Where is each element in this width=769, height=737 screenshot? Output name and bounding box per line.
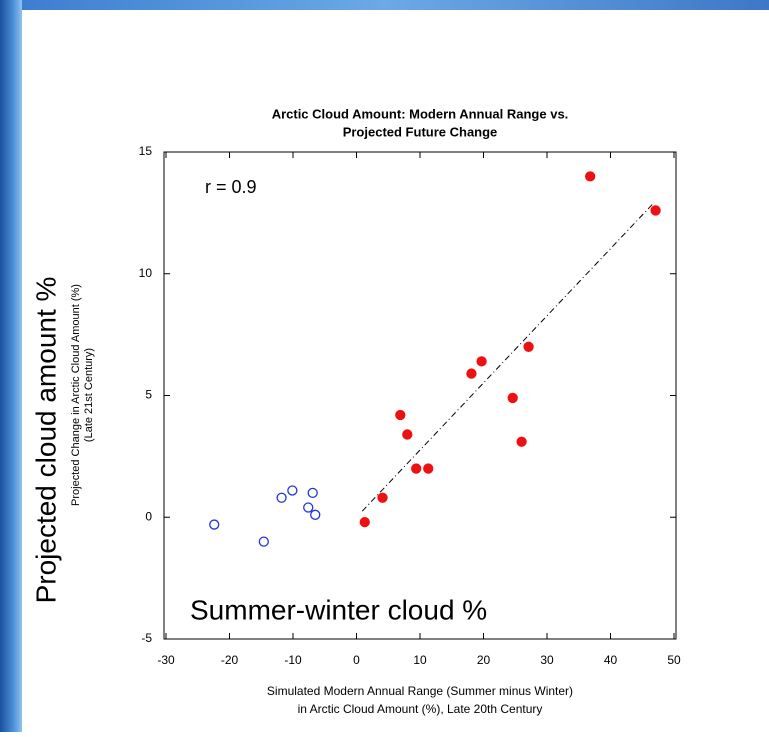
x-axis-label: Simulated Modern Annual Range (Summer mi… <box>267 684 573 698</box>
overlay-label: Projected cloud amount % <box>30 277 61 604</box>
point <box>586 172 595 181</box>
x-tick-label: -20 <box>221 653 239 667</box>
point <box>288 486 297 495</box>
y-tick-label: 15 <box>139 144 153 158</box>
x-tick-label: -10 <box>284 653 302 667</box>
y-axis-label: (Late 21st Century) <box>83 348 95 442</box>
point <box>424 464 433 473</box>
y-tick-label: 10 <box>139 266 153 280</box>
annotation: r = 0.9 <box>205 177 257 197</box>
x-tick-label: 0 <box>353 653 360 667</box>
x-tick-label: 20 <box>477 653 491 667</box>
chart-title: Arctic Cloud Amount: Modern Annual Range… <box>272 106 569 121</box>
point <box>651 206 660 215</box>
top-border <box>0 0 769 10</box>
point <box>508 393 517 402</box>
x-axis-label: in Arctic Cloud Amount (%), Late 20th Ce… <box>298 702 543 716</box>
chart-title: Projected Future Change <box>343 124 498 139</box>
point <box>210 520 219 529</box>
x-tick-label: 50 <box>667 653 681 667</box>
x-tick-label: -30 <box>157 653 175 667</box>
page: Arctic Cloud Amount: Modern Annual Range… <box>0 0 769 732</box>
point <box>308 488 317 497</box>
point <box>403 430 412 439</box>
point <box>524 342 533 351</box>
overlay-label: Summer-winter cloud % <box>190 594 487 625</box>
point <box>311 510 320 519</box>
point <box>304 503 313 512</box>
x-tick-label: 40 <box>604 653 618 667</box>
point <box>467 369 476 378</box>
point <box>360 518 369 527</box>
point <box>477 357 486 366</box>
point <box>259 537 268 546</box>
slide: Arctic Cloud Amount: Modern Annual Range… <box>0 0 769 732</box>
y-tick-label: 0 <box>145 509 152 523</box>
left-border <box>0 0 22 732</box>
y-tick-label: -5 <box>141 631 152 645</box>
x-tick-label: 10 <box>413 653 427 667</box>
point <box>378 493 387 502</box>
point <box>396 410 405 419</box>
x-tick-label: 30 <box>540 653 554 667</box>
y-axis-label: Projected Change in Arctic Cloud Amount … <box>70 284 82 506</box>
point <box>517 437 526 446</box>
point <box>412 464 421 473</box>
point <box>277 493 286 502</box>
y-tick-label: 5 <box>145 388 152 402</box>
